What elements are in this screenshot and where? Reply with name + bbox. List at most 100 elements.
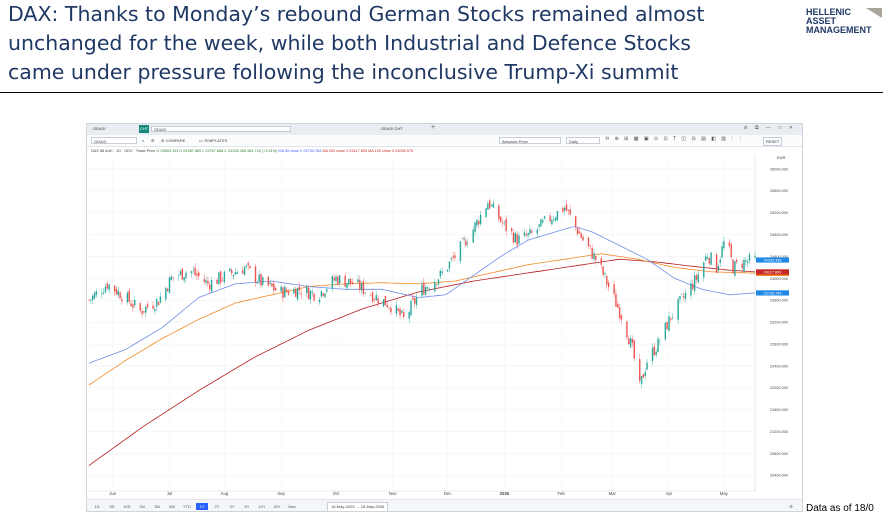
candle-body — [651, 347, 654, 361]
candle-body — [717, 265, 720, 271]
range-button[interactable]: 1D — [94, 504, 100, 509]
candle-body — [607, 282, 610, 287]
range-button[interactable]: 6M — [169, 504, 175, 509]
candle-body — [682, 295, 685, 298]
logo-text-2: ASSET — [806, 16, 837, 26]
candle-body — [565, 204, 568, 211]
candle-body — [296, 287, 299, 300]
candle-body — [155, 299, 158, 307]
candle-body — [653, 346, 656, 356]
candle-body — [115, 288, 118, 295]
candle-body — [165, 287, 167, 300]
candle-body — [606, 276, 608, 285]
y-tick-label: 22800.000 — [770, 342, 788, 346]
y-tick-label: 20800.000 — [770, 452, 788, 456]
y-tick-label: 24800.000 — [770, 233, 788, 237]
range-button[interactable]: YTD — [183, 504, 191, 509]
candle-body — [748, 254, 751, 261]
range-button[interactable]: 1M — [139, 504, 145, 509]
candle-body — [183, 277, 185, 281]
compare-button[interactable]: ⊕ COMPARE — [161, 138, 186, 143]
y-tick-label: 21200.000 — [770, 430, 788, 434]
candle-body — [241, 270, 244, 274]
range-button[interactable]: Max — [288, 504, 296, 509]
settings-icon[interactable]: ⚙ — [151, 138, 155, 143]
candle-body — [734, 261, 736, 276]
templates-button[interactable]: ▭ TEMPLATES — [199, 138, 228, 143]
candle-body — [644, 371, 646, 376]
candle-body — [351, 282, 354, 285]
symbol-field[interactable]: GDAXI — [91, 137, 137, 144]
candle-body — [395, 305, 398, 314]
tab-symbol-input[interactable]: GDAXI — [151, 126, 291, 132]
price-mode-select[interactable]: Absolute Price — [499, 137, 561, 144]
candle-body — [488, 200, 491, 209]
candle-body — [426, 287, 429, 289]
interval-select[interactable]: Daily — [566, 137, 600, 144]
candle-body — [549, 215, 551, 222]
candle-body — [134, 299, 136, 306]
candle-body — [324, 293, 326, 297]
candle-body — [745, 260, 747, 262]
candle-body — [703, 262, 705, 278]
range-button[interactable]: 10Y — [258, 504, 266, 509]
candle-body — [542, 220, 544, 223]
info-ma-50: MA 50 close 0 23733.764 — [278, 149, 322, 153]
price-chart[interactable]: 20400.000 20800.000 21200.000 21600.000 2200… — [87, 124, 803, 512]
candle-body — [243, 266, 246, 275]
date-range-field[interactable]: 19-May-2025 → 18-May-2026 — [327, 502, 389, 511]
candle-body — [413, 298, 416, 304]
candle-body — [723, 241, 725, 249]
range-button[interactable]: 20Y — [273, 504, 281, 509]
candle-body — [538, 224, 540, 227]
range-button[interactable]: 2Y — [214, 504, 220, 509]
candle-body — [646, 362, 648, 370]
tab-second-chart[interactable]: GDAXI CHT — [381, 126, 403, 131]
candle-body — [282, 287, 284, 299]
reset-button[interactable]: RESET — [763, 137, 783, 146]
candle-body — [620, 315, 623, 320]
candle-body — [205, 280, 207, 283]
candle-body — [95, 291, 98, 296]
candle-body — [210, 279, 213, 292]
candle-body — [551, 219, 553, 225]
price-info-line: DAX 88 AUK · 1D · GDX · Trade Price O 23… — [91, 149, 413, 153]
candle-body — [428, 288, 431, 290]
add-tab-button[interactable]: + — [431, 124, 436, 131]
candle-body — [567, 209, 570, 211]
range-button[interactable]: 3Y — [229, 504, 235, 509]
last-value-label: 24117.893 — [764, 270, 782, 274]
range-button[interactable]: 5Y — [244, 504, 250, 509]
candle-body — [346, 283, 348, 289]
range-button[interactable]: 3M — [154, 504, 160, 509]
candle-body — [710, 252, 712, 265]
search-icon[interactable]: ⌕ — [142, 138, 145, 143]
range-button[interactable]: 1Y — [196, 503, 208, 510]
window-controls[interactable]: ⊘ ⧉ — □ ✕ — [743, 125, 796, 131]
gear-icon[interactable]: ⚙ — [789, 504, 793, 509]
candle-body — [386, 304, 388, 308]
candle-body — [704, 256, 707, 261]
candle-body — [382, 299, 385, 307]
candle-body — [313, 293, 315, 301]
candle-body — [490, 204, 493, 206]
candle-body — [668, 316, 670, 332]
candle-body — [518, 235, 520, 244]
candle-body — [145, 306, 147, 313]
candle-body — [221, 279, 224, 281]
candle-body — [670, 317, 672, 320]
tab-ticker[interactable]: GDAXI — [93, 126, 106, 131]
candle-body — [146, 304, 149, 308]
candle-body — [604, 272, 606, 275]
tab-chart-active[interactable]: CHT — [139, 125, 149, 133]
candle-body — [234, 272, 237, 275]
range-button[interactable]: 5D — [109, 504, 115, 509]
candle-body — [196, 273, 198, 276]
range-button[interactable]: 10D — [123, 504, 131, 509]
headline-line-1: DAX: Thanks to Monday’s rebound German S… — [8, 2, 705, 26]
candle-body — [177, 275, 180, 277]
info-ohlc: O 23693.193 H 24387.889 L 23767.668 C 24… — [156, 149, 278, 153]
candle-body — [117, 290, 119, 296]
drawing-tools-icons[interactable]: ⟲ ⊕ ⊞ ▦ ▣ ⊙ ⊡ T ◫ ⊟ ▤ ◧ ▥ ⫶ ⋮ — [605, 136, 746, 142]
candle-body — [300, 293, 302, 295]
